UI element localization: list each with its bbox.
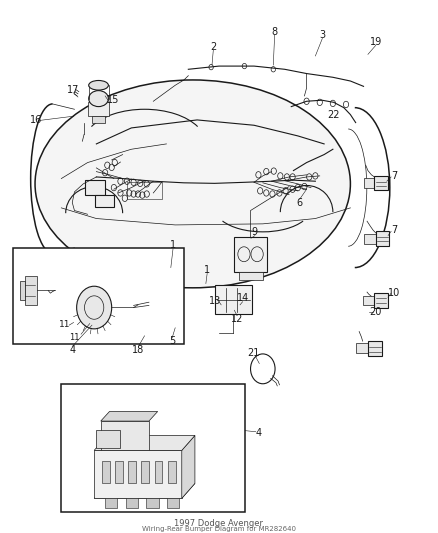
- Bar: [146, 498, 159, 508]
- Text: 15: 15: [107, 95, 119, 105]
- Bar: [96, 430, 120, 448]
- Bar: [364, 178, 381, 188]
- Text: 9: 9: [252, 228, 258, 237]
- Text: 4: 4: [69, 345, 75, 354]
- Ellipse shape: [35, 80, 350, 288]
- Text: 11: 11: [59, 320, 71, 328]
- Bar: [239, 272, 263, 280]
- Bar: [376, 231, 389, 246]
- Text: 19: 19: [370, 37, 382, 47]
- Bar: [13, 248, 184, 344]
- Text: 1: 1: [170, 240, 176, 250]
- Polygon shape: [101, 411, 158, 421]
- Text: 22: 22: [328, 110, 340, 119]
- Text: 7: 7: [391, 225, 397, 235]
- Bar: [102, 461, 110, 483]
- Bar: [95, 195, 114, 207]
- Polygon shape: [94, 483, 195, 498]
- Text: 3: 3: [319, 30, 325, 40]
- Bar: [141, 461, 149, 483]
- Text: 1997 Dodge Avenger: 1997 Dodge Avenger: [174, 519, 264, 528]
- Text: 1: 1: [204, 265, 210, 274]
- Bar: [127, 182, 162, 199]
- Bar: [364, 234, 382, 244]
- Ellipse shape: [88, 91, 109, 107]
- Bar: [234, 237, 267, 272]
- Polygon shape: [182, 435, 195, 498]
- Text: 13: 13: [209, 296, 222, 305]
- Text: 16: 16: [30, 116, 42, 125]
- Text: 8: 8: [272, 27, 278, 37]
- Polygon shape: [94, 435, 195, 450]
- Text: Wiring-Rear Bumper Diagram for MR282640: Wiring-Rear Bumper Diagram for MR282640: [142, 526, 296, 532]
- Text: 4: 4: [255, 428, 261, 438]
- Bar: [215, 285, 252, 314]
- Bar: [126, 498, 138, 508]
- Bar: [105, 498, 117, 508]
- Bar: [92, 116, 105, 123]
- Bar: [20, 281, 25, 300]
- Text: 7: 7: [391, 171, 397, 181]
- Bar: [374, 176, 388, 190]
- Text: 6: 6: [297, 198, 303, 207]
- Bar: [168, 461, 176, 483]
- Bar: [167, 498, 179, 508]
- Text: 14: 14: [237, 294, 249, 303]
- Bar: [374, 293, 388, 308]
- Ellipse shape: [88, 80, 109, 90]
- Bar: [356, 343, 374, 353]
- Circle shape: [77, 286, 112, 329]
- Text: 21: 21: [247, 349, 259, 358]
- Polygon shape: [94, 450, 182, 498]
- Text: 2: 2: [210, 42, 216, 52]
- Text: 18: 18: [132, 345, 145, 354]
- Bar: [85, 180, 105, 195]
- Text: 10: 10: [388, 288, 400, 298]
- Bar: [61, 384, 245, 512]
- Bar: [363, 296, 381, 305]
- Bar: [88, 102, 109, 116]
- Bar: [115, 461, 123, 483]
- Polygon shape: [101, 421, 149, 450]
- Text: 12: 12: [231, 314, 243, 324]
- Bar: [368, 341, 382, 356]
- Text: 5: 5: [169, 336, 175, 346]
- Bar: [155, 461, 162, 483]
- Bar: [25, 276, 37, 305]
- Text: 11: 11: [69, 333, 80, 342]
- Bar: [128, 461, 136, 483]
- Text: 20: 20: [370, 307, 382, 317]
- Text: 17: 17: [67, 85, 80, 94]
